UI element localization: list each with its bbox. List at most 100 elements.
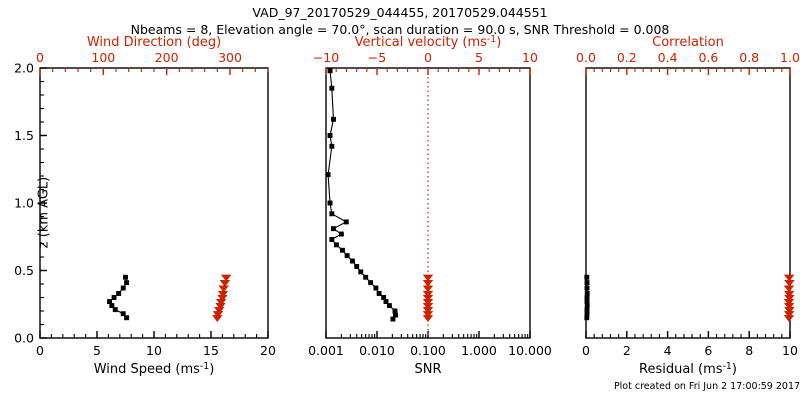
data-marker [584, 299, 590, 305]
data-marker [327, 200, 333, 206]
svg-text:Wind Direction (deg): Wind Direction (deg) [87, 35, 221, 50]
data-marker [331, 116, 336, 122]
data-marker [390, 316, 396, 322]
y-ticklabel: 1.5 [14, 128, 34, 143]
data-marker [325, 172, 331, 178]
series-line [327, 70, 397, 320]
y-ticklabel: 0.5 [14, 263, 34, 278]
x-ticklabel-top: −10 [313, 50, 339, 65]
x-ticklabel-bottom: 2 [623, 343, 631, 358]
x-ticklabel-top: 200 [155, 50, 179, 65]
data-marker [120, 311, 126, 317]
data-marker [422, 274, 434, 282]
x-ticklabel-bottom: 20 [260, 343, 276, 358]
x-ticklabel-bottom: 10 [146, 343, 162, 358]
data-marker [584, 291, 590, 296]
x-ticklabel-top: −5 [368, 50, 386, 65]
x-ticklabel-bottom: 8 [745, 343, 753, 358]
data-marker [111, 295, 117, 300]
y-ticklabel: 0.0 [14, 331, 34, 346]
series-wind-direction [212, 274, 232, 323]
x-ticklabel-bottom: 1.000 [461, 343, 497, 358]
data-marker [124, 280, 130, 286]
figure-title-line2: Nbeams = 8, Elevation angle = 70.0°, sca… [130, 22, 670, 37]
x-ticklabel-top: 0.4 [658, 50, 678, 65]
series-residual [584, 274, 590, 321]
data-marker [120, 285, 126, 291]
data-marker [354, 264, 360, 269]
svg-text:Vertical velocity (ms-1): Vertical velocity (ms-1) [355, 34, 502, 50]
panel-2: 0.001 0.010 0.100 1.000 10.000 SNR −10 −5 0 5 10 Ve… [308, 34, 552, 377]
data-marker [327, 133, 333, 138]
series-wind-speed [107, 274, 130, 321]
data-marker [584, 303, 590, 309]
data-marker [392, 312, 398, 318]
data-marker [219, 280, 231, 287]
data-marker [584, 311, 590, 317]
x-ticklabel-top: 5 [475, 50, 483, 65]
data-marker [329, 85, 335, 91]
data-marker [329, 143, 335, 149]
data-marker [339, 247, 345, 253]
x-ticklabel-top: 1.0 [780, 50, 800, 65]
x-ticklabel-bottom: 10.000 [508, 343, 552, 358]
data-marker [584, 315, 590, 321]
data-marker [376, 291, 382, 296]
data-marker [584, 274, 590, 280]
data-marker [343, 219, 349, 225]
data-marker [338, 231, 344, 237]
x-ticklabel-top: 0.8 [739, 50, 759, 65]
data-marker [584, 285, 590, 291]
data-marker [218, 285, 229, 293]
data-marker [107, 299, 112, 305]
data-marker [381, 295, 387, 300]
panel-frame [39, 67, 269, 339]
data-marker [124, 315, 130, 321]
x-ticklabel-top: 10 [522, 50, 538, 65]
figure-footer: Plot created on Fri Jun 2 17:00:59 2017 [613, 381, 800, 392]
data-marker [783, 274, 795, 282]
y-ticklabel: 1.0 [14, 196, 34, 211]
data-marker [383, 299, 389, 305]
x-ticklabel-bottom: 0 [36, 343, 44, 358]
series-vertical-velocity [422, 274, 434, 323]
data-marker [123, 274, 128, 280]
data-marker [112, 307, 118, 313]
data-marker [368, 280, 374, 286]
data-marker [329, 237, 335, 242]
panel-1: 0 5 10 15 20 Wind Speed (ms-1) 0 100 200 300Wind … [14, 35, 276, 377]
data-marker [220, 274, 232, 282]
svg-text:SNR: SNR [414, 362, 441, 377]
data-marker [584, 307, 590, 313]
x-ticklabel-bottom: 6 [704, 343, 712, 358]
x-ticklabel-bottom: 4 [664, 343, 672, 358]
x-ticklabel-top: 0.0 [576, 50, 596, 65]
x-ticklabel-bottom: 10 [782, 343, 798, 358]
svg-text:Correlation: Correlation [652, 35, 724, 50]
panel-frame [585, 67, 791, 339]
data-marker [333, 242, 339, 248]
figure-title-line1: VAD_97_20170529_044455, 20170529.044551 [252, 5, 548, 20]
series-snr [325, 68, 398, 322]
data-marker [363, 274, 369, 280]
x-ticklabel-bottom: 0.010 [359, 343, 395, 358]
data-marker [109, 303, 115, 309]
y-ticklabel: 2.0 [14, 61, 34, 76]
data-marker [329, 211, 335, 217]
x-ticklabel-bottom: 5 [93, 343, 101, 358]
series-correlation [783, 274, 795, 323]
data-marker [116, 291, 122, 296]
data-marker [344, 253, 350, 259]
data-marker [584, 295, 590, 300]
x-ticklabel-bottom: 15 [203, 343, 219, 358]
x-ticklabel-top: 300 [218, 50, 242, 65]
data-marker [327, 68, 333, 74]
data-marker [584, 280, 590, 286]
x-ticklabel-bottom: 0.100 [410, 343, 446, 358]
svg-text:Wind Speed (ms-1): Wind Speed (ms-1) [94, 361, 215, 377]
panel-3: 0 2 4 6 8 10 Residual (ms-1) 0.0 0.2 0.4 0.6 0.8 1.0… [576, 35, 800, 377]
svg-text:Residual (ms-1): Residual (ms-1) [639, 361, 737, 377]
x-ticklabel-bottom: 0.001 [308, 343, 344, 358]
